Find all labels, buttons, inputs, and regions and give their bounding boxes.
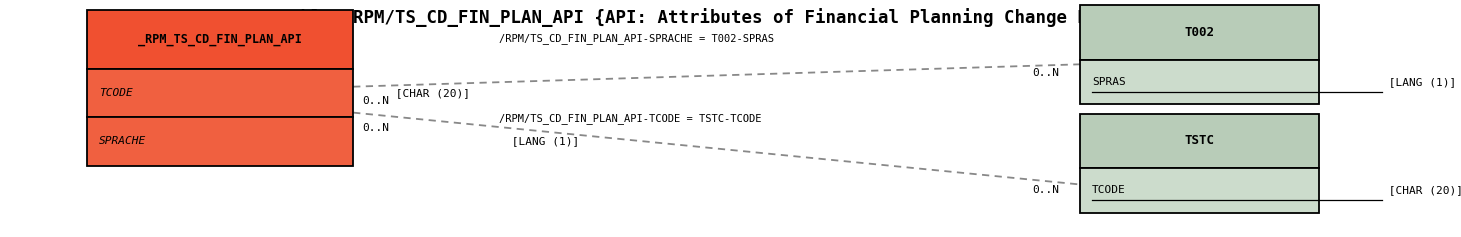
Text: 0..N: 0..N	[1033, 68, 1059, 77]
Text: /RPM/TS_CD_FIN_PLAN_API-TCODE = TSTC-TCODE: /RPM/TS_CD_FIN_PLAN_API-TCODE = TSTC-TCO…	[500, 113, 761, 124]
Text: SPRAS: SPRAS	[1093, 77, 1126, 87]
Text: 0..N: 0..N	[362, 123, 390, 133]
Text: TCODE: TCODE	[99, 88, 133, 98]
FancyBboxPatch shape	[1080, 114, 1319, 168]
Text: [LANG (1)]: [LANG (1)]	[1382, 77, 1457, 87]
Text: _RPM_TS_CD_FIN_PLAN_API: _RPM_TS_CD_FIN_PLAN_API	[137, 33, 302, 46]
FancyBboxPatch shape	[86, 69, 354, 117]
FancyBboxPatch shape	[1080, 5, 1319, 59]
Text: /RPM/TS_CD_FIN_PLAN_API-SPRACHE = T002-SPRAS: /RPM/TS_CD_FIN_PLAN_API-SPRACHE = T002-S…	[500, 33, 774, 44]
FancyBboxPatch shape	[1080, 59, 1319, 104]
Text: [CHAR (20)]: [CHAR (20)]	[1382, 185, 1461, 195]
Text: SAP ABAP table /RPM/TS_CD_FIN_PLAN_API {API: Attributes of Financial Planning Ch: SAP ABAP table /RPM/TS_CD_FIN_PLAN_API {…	[186, 8, 1182, 27]
Text: TCODE: TCODE	[1093, 185, 1126, 195]
Text: [CHAR (20)]: [CHAR (20)]	[389, 88, 469, 98]
Text: 0..N: 0..N	[362, 96, 390, 106]
Text: 0..N: 0..N	[1033, 185, 1059, 195]
Text: [LANG (1)]: [LANG (1)]	[504, 137, 579, 146]
FancyBboxPatch shape	[86, 117, 354, 166]
Text: SPRACHE: SPRACHE	[99, 137, 146, 146]
Text: T002: T002	[1185, 26, 1214, 39]
FancyBboxPatch shape	[1080, 168, 1319, 213]
FancyBboxPatch shape	[86, 10, 354, 69]
Text: TSTC: TSTC	[1185, 134, 1214, 147]
